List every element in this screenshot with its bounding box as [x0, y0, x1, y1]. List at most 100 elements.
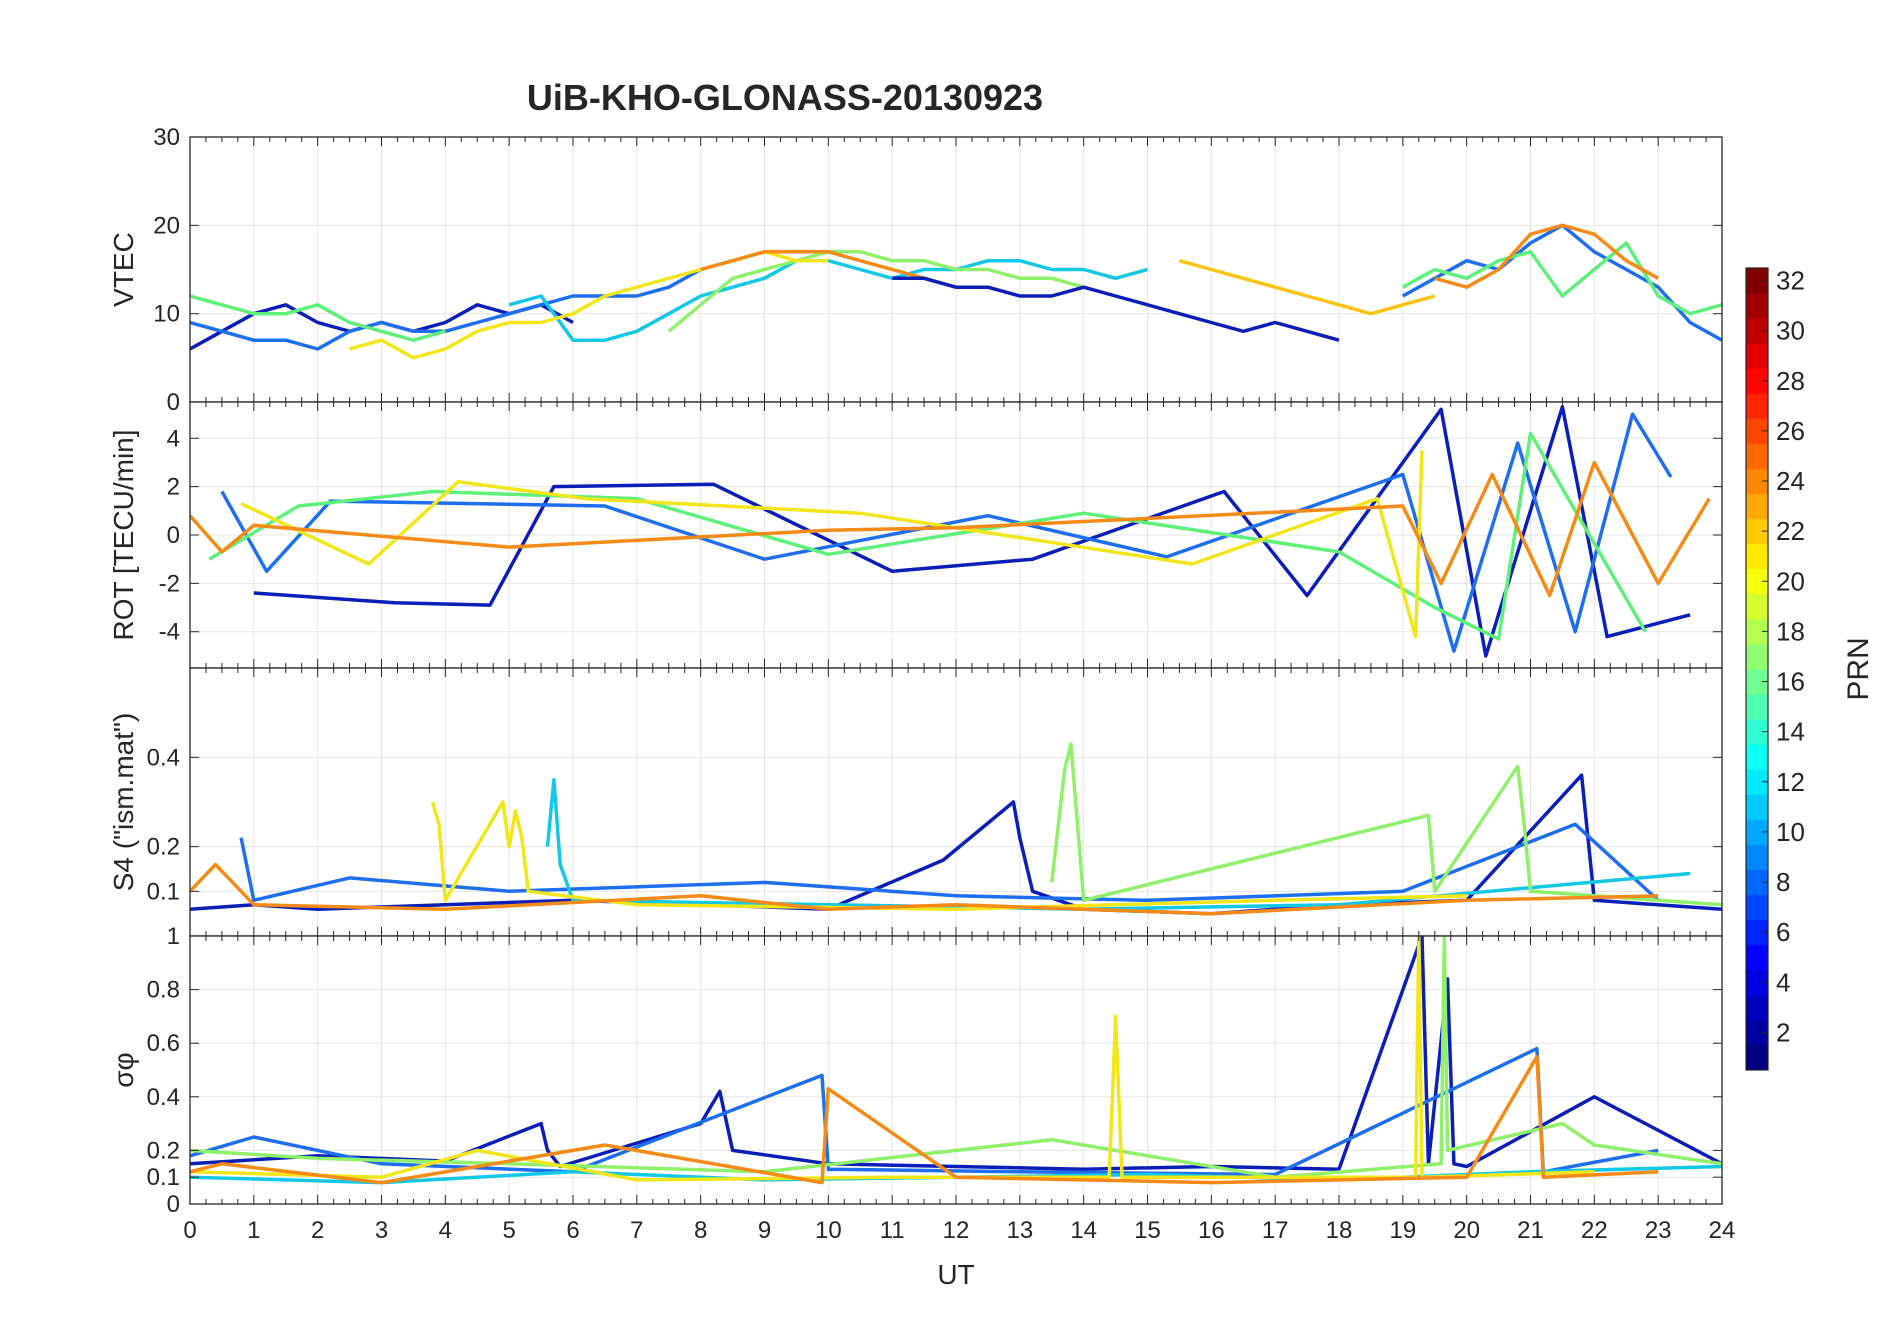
- colorbar-label: PRN: [1842, 637, 1875, 700]
- colorbar-tick-label: 16: [1776, 667, 1805, 697]
- series-group: [190, 405, 1711, 658]
- colorbar-tick-label: 32: [1776, 266, 1805, 296]
- series-line-7: [700, 250, 957, 289]
- y-axis-label: S4 ("ism.mat"): [108, 713, 139, 892]
- colorbar-segment: [1746, 293, 1768, 319]
- colorbar-segment: [1746, 1044, 1768, 1071]
- colorbar-segment: [1746, 819, 1768, 845]
- x-tick-label: 1: [247, 1217, 260, 1244]
- x-tick-label: 5: [502, 1217, 515, 1244]
- colorbar-segment: [1746, 443, 1768, 469]
- x-tick-label: 11: [880, 1217, 905, 1244]
- y-tick-label: 0.1: [147, 878, 180, 905]
- colorbar-tick-label: 18: [1776, 616, 1805, 646]
- x-tick-label: 15: [1134, 1217, 1161, 1244]
- x-tick-label: 7: [630, 1217, 643, 1244]
- series-line-1: [239, 822, 1660, 903]
- colorbar-segment: [1746, 593, 1768, 620]
- colorbar-segment: [1746, 919, 1768, 946]
- colorbar-tick-label: 28: [1776, 366, 1805, 396]
- x-tick-label: 0: [183, 1217, 196, 1244]
- x-tick-label: 16: [1198, 1217, 1225, 1244]
- x-tick-label: 10: [815, 1217, 842, 1244]
- colorbar-tick-label: 26: [1776, 416, 1805, 446]
- colorbar-segment: [1746, 618, 1768, 645]
- colorbar-segment: [1746, 694, 1768, 720]
- x-tick-label: 18: [1326, 1217, 1353, 1244]
- colorbar-tick-label: 12: [1776, 767, 1805, 797]
- x-tick-label: 24: [1709, 1217, 1736, 1244]
- x-tick-label: 19: [1389, 1217, 1416, 1244]
- colorbar-tick-label: 6: [1776, 917, 1790, 947]
- series-line-5: [190, 1054, 1659, 1185]
- y-tick-label: 30: [153, 124, 180, 151]
- series-group: [190, 742, 1722, 916]
- y-tick-label: 0.8: [147, 977, 180, 1004]
- y-tick-label: 0: [167, 389, 180, 416]
- colorbar-segment: [1746, 669, 1768, 695]
- x-tick-label: 3: [375, 1217, 388, 1244]
- x-axis-label: UT: [937, 1259, 974, 1290]
- s4-panel: 0.1 0.2 0.4 S4 ("ism.mat"): [108, 667, 1723, 937]
- y-tick-label: -4: [159, 619, 180, 646]
- rot-panel: -4 -2 0 2 4 ROT [TECU/min]: [108, 401, 1723, 669]
- y-tick-label: 10: [153, 301, 180, 328]
- x-tick-label: 17: [1262, 1217, 1289, 1244]
- colorbar-segment: [1746, 844, 1768, 870]
- y-axis-label: VTEC: [108, 232, 139, 307]
- y-axis-label: σφ: [108, 1052, 139, 1087]
- colorbar-segment: [1746, 643, 1768, 670]
- y-tick-label: 0.6: [147, 1030, 180, 1057]
- colorbar-segment: [1746, 994, 1768, 1021]
- x-tick-label: 8: [694, 1217, 707, 1244]
- x-tick-label: 9: [758, 1217, 771, 1244]
- colorbar-segment: [1746, 869, 1768, 896]
- chart-title: UiB-KHO-GLONASS-20130923: [527, 77, 1043, 118]
- y-tick-label: 0.4: [147, 744, 180, 771]
- colorbar-tick-label: 22: [1776, 516, 1805, 546]
- colorbar-segment: [1746, 969, 1768, 996]
- colorbar-segment: [1746, 719, 1768, 745]
- colorbar-segment: [1746, 568, 1768, 595]
- colorbar-segment: [1746, 944, 1768, 971]
- series-line-10: [1401, 241, 1722, 316]
- y-tick-label: 4: [167, 425, 180, 452]
- colorbar-segment: [1746, 468, 1768, 495]
- colorbar-segment: [1746, 794, 1768, 820]
- colorbar-segment: [1746, 418, 1768, 444]
- colorbar-segment: [1746, 543, 1768, 570]
- series-line-4: [190, 460, 1711, 598]
- colorbar-segment: [1746, 318, 1768, 344]
- series-line-11: [1434, 223, 1660, 289]
- colorbar-tick-label: 20: [1776, 566, 1805, 596]
- series-line-5: [190, 862, 1659, 916]
- y-tick-label: 0.4: [147, 1084, 180, 1111]
- x-tick-label: 22: [1581, 1217, 1608, 1244]
- colorbar-tick-label: 2: [1776, 1017, 1790, 1047]
- colorbar-segment: [1746, 268, 1768, 294]
- x-tick-label: 21: [1517, 1217, 1544, 1244]
- colorbar-segment: [1746, 393, 1768, 419]
- y-tick-label: 2: [167, 474, 180, 501]
- y-tick-label: 0.1: [147, 1164, 180, 1191]
- x-tick-label: 6: [566, 1217, 579, 1244]
- colorbar-segment: [1746, 894, 1768, 921]
- colorbar-segment: [1746, 744, 1768, 770]
- colorbar-tick-label: 8: [1776, 867, 1790, 897]
- colorbar-tick-label: 30: [1776, 316, 1805, 346]
- y-tick-label: 0: [167, 522, 180, 549]
- y-axis-label: ROT [TECU/min]: [108, 429, 139, 640]
- colorbar-segment: [1746, 493, 1768, 520]
- y-tick-label: 0: [167, 1191, 180, 1218]
- colorbar-segment: [1746, 343, 1768, 369]
- colorbar-tick-label: 10: [1776, 817, 1805, 847]
- colorbar-segment: [1746, 518, 1768, 545]
- series-line-6: [1178, 259, 1436, 316]
- series-line-0: [190, 773, 1722, 916]
- x-tick-label: 12: [943, 1217, 970, 1244]
- series-line-3: [1050, 742, 1722, 907]
